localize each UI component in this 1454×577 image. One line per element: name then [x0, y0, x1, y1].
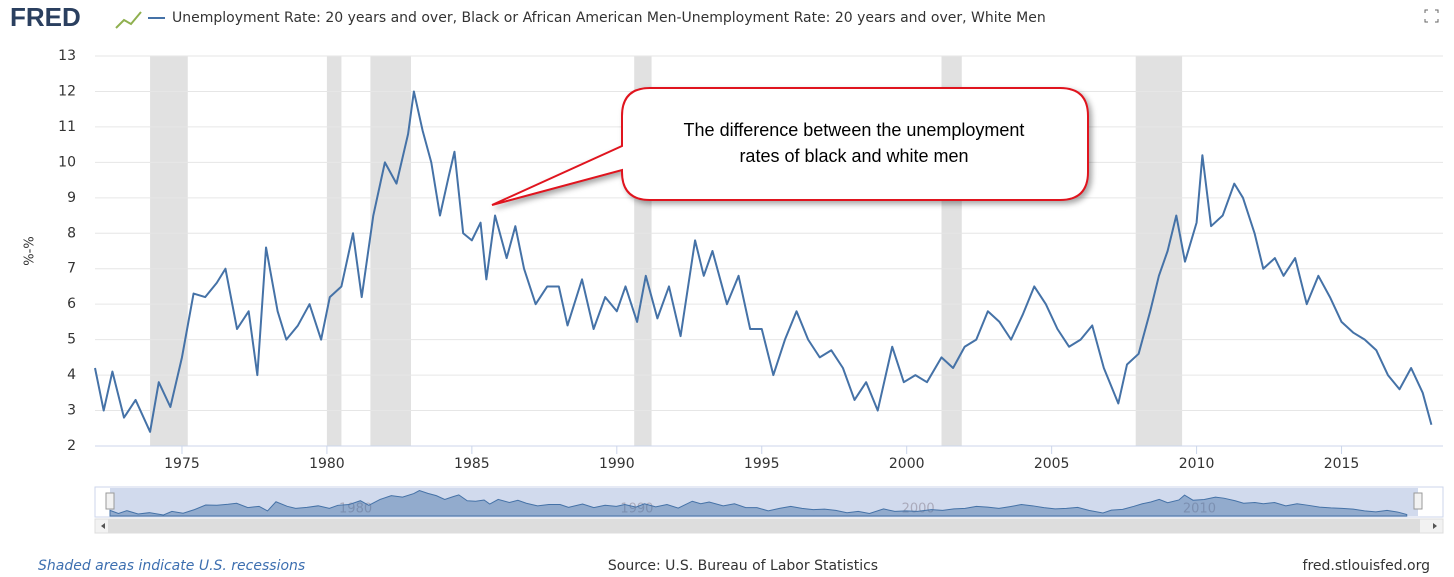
y-tick-label: 12: [58, 83, 76, 99]
scrollbar-thumb[interactable]: [108, 519, 1420, 533]
brand: FRED: [10, 2, 81, 32]
recession-band: [326, 56, 342, 446]
recession-band: [150, 56, 188, 446]
y-axis-label: %-%: [23, 236, 38, 265]
recession-band: [1135, 56, 1183, 446]
callout-shape: [491, 87, 1089, 206]
navigator-frame: [94, 486, 1444, 518]
callout-text: rates of black and white men: [739, 146, 968, 166]
x-tick-label: 1995: [744, 456, 780, 472]
series-line: [94, 90, 1433, 433]
x-tick-label: 1980: [309, 456, 345, 472]
navigator-tick-label: 2000: [902, 502, 935, 517]
x-tick-label: 2000: [889, 456, 925, 472]
brand-icon: [115, 11, 142, 29]
recession-band: [370, 56, 411, 446]
y-tick-label: 9: [67, 190, 76, 206]
legend-label: Unemployment Rate: 20 years and over, Bl…: [172, 10, 1046, 26]
y-tick-label: 10: [58, 154, 76, 170]
fullscreen-icon[interactable]: [1424, 9, 1439, 23]
y-tick-label: 7: [67, 261, 76, 277]
y-tick-label: 8: [67, 225, 76, 241]
y-tick-label: 2: [67, 438, 76, 454]
x-tick-label: 2010: [1179, 456, 1215, 472]
y-tick-label: 3: [67, 403, 76, 419]
navigator-area: [109, 490, 1408, 517]
x-tick-label: 2005: [1034, 456, 1070, 472]
recession-note: Shaded areas indicate U.S. recessions: [38, 558, 305, 574]
navigator-tick-label: 1980: [339, 502, 372, 517]
navigator-selection: [110, 488, 1418, 516]
x-tick-label: 1990: [599, 456, 635, 472]
x-tick-label: 1985: [454, 456, 490, 472]
y-tick-label: 11: [58, 119, 76, 135]
navigator-tick-label: 2010: [1183, 502, 1216, 517]
navigator-handle[interactable]: [1413, 492, 1423, 510]
y-tick-label: 6: [67, 296, 76, 312]
source: Source: U.S. Bureau of Labor Statistics: [608, 558, 878, 574]
navigator-handle[interactable]: [105, 492, 115, 510]
y-tick-label: 4: [67, 367, 76, 383]
site: fred.stlouisfed.org: [1303, 558, 1430, 574]
x-tick-label: 1975: [164, 456, 200, 472]
x-tick-label: 2015: [1324, 456, 1360, 472]
y-tick-label: 5: [67, 332, 76, 348]
y-tick-label: 13: [58, 48, 76, 64]
callout-text: The difference between the unemployment: [684, 120, 1025, 140]
